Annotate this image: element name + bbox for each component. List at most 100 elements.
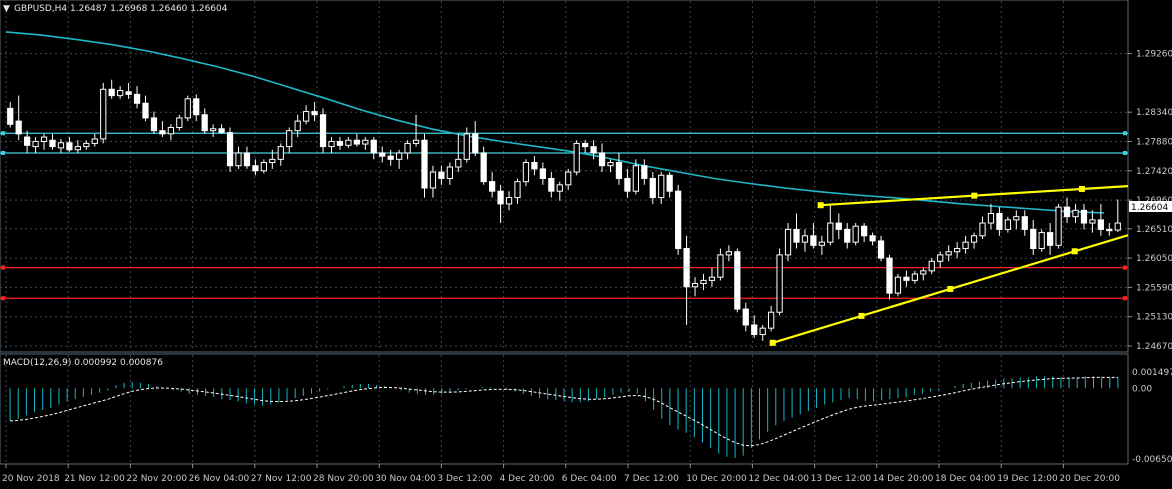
macd-tick-label: -0.006507 — [1132, 455, 1172, 465]
candle-bull — [1114, 222, 1121, 231]
candle-bear — [379, 152, 386, 157]
macd-tick-label: 0.001497 — [1132, 368, 1172, 378]
candle-bear — [835, 222, 842, 230]
candle-bull — [776, 254, 783, 313]
candle-bear — [7, 107, 14, 125]
candle-bear — [489, 181, 496, 192]
candle-bull — [32, 141, 39, 148]
candle-bull — [1004, 219, 1011, 230]
candle-bull — [269, 158, 276, 164]
trendlines[interactable] — [769, 184, 1129, 346]
trendline-handle — [971, 192, 978, 199]
horizontal-levels[interactable] — [0, 131, 1128, 301]
time-axis: 20 Nov 2018 21 Nov 12:00 22 Nov 20:00 26 No… — [2, 464, 1120, 484]
level-handle — [1123, 150, 1127, 155]
macd-header: MACD(12,26,9) 0.000992 0.000876 — [3, 358, 163, 368]
time-tick-label: 27 Nov 12:00 — [251, 474, 312, 484]
time-tick-label: 6 Dec 04:00 — [562, 474, 617, 484]
chevron-down-icon[interactable]: ▼ — [3, 4, 10, 14]
candle-bear — [734, 251, 741, 310]
candle-bear — [150, 117, 158, 132]
moving-average — [5, 31, 1105, 214]
candle-bear — [472, 133, 479, 154]
candle-bear — [49, 139, 56, 148]
candle-bull — [801, 235, 809, 243]
candle-bear — [844, 228, 851, 243]
candle-bull — [632, 165, 639, 192]
candle-bull — [40, 136, 48, 143]
candle-bear — [1021, 216, 1028, 230]
level-handle — [1, 265, 5, 270]
candle-bull — [412, 139, 420, 144]
candle-bull — [184, 98, 191, 119]
candle-bear — [108, 88, 115, 97]
candle-bear — [641, 165, 648, 179]
current-price-label: 1.26604 — [1131, 203, 1168, 213]
candle-bear — [66, 142, 73, 151]
candle-bull — [658, 174, 665, 199]
level-handle — [1123, 265, 1127, 270]
candle-bear — [1097, 219, 1104, 230]
candle-bear — [615, 162, 623, 179]
candle-bull — [277, 146, 284, 160]
candle-bear — [598, 152, 606, 167]
candle-bull — [1013, 216, 1020, 221]
candle-bull — [607, 162, 614, 167]
price-panel[interactable] — [0, 0, 1129, 353]
price-tick-label: 1.26510 — [1136, 225, 1172, 235]
time-tick-label: 20 Dec 20:00 — [1059, 474, 1120, 484]
candle-bear — [201, 114, 208, 132]
candle-bull — [784, 228, 792, 256]
price-axis: 1.292601.283401.278801.274201.269601.265… — [1128, 50, 1172, 352]
trendline-handle — [947, 285, 954, 292]
ma-line — [5, 31, 1105, 214]
candle-bear — [1080, 209, 1088, 224]
candle-bear — [1047, 232, 1054, 246]
time-tick-label: 12 Dec 04:00 — [748, 474, 809, 484]
time-tick-label: 21 Nov 12:00 — [64, 474, 125, 484]
price-tick-label: 1.24670 — [1136, 342, 1172, 352]
time-tick-label: 18 Dec 04:00 — [935, 474, 996, 484]
candle-bear — [624, 177, 631, 192]
candle-bull — [294, 120, 301, 132]
candle-bull — [937, 254, 944, 262]
trendline-handle — [1078, 185, 1085, 192]
time-tick-label: 3 Dec 12:00 — [437, 474, 492, 484]
candle-bull — [100, 88, 107, 140]
macd-panel[interactable] — [0, 353, 1129, 465]
candle-bear — [15, 120, 22, 135]
candle-bull — [235, 152, 242, 167]
candle-bull — [1089, 219, 1096, 224]
candle-bull — [91, 138, 98, 144]
candle-bear — [903, 276, 910, 281]
price-tick-label: 1.27420 — [1136, 167, 1172, 177]
trendline-handle — [858, 312, 865, 319]
candle-bull — [328, 141, 335, 148]
level-handle — [1123, 131, 1127, 136]
time-tick-label: 7 Dec 12:00 — [624, 474, 679, 484]
candle-bull — [717, 254, 724, 278]
candle-bull — [404, 142, 411, 154]
price-tick-label: 1.28340 — [1136, 108, 1172, 118]
candle-bear — [133, 93, 141, 104]
candle-bull — [505, 197, 513, 205]
trendline-handle — [769, 339, 776, 346]
candle-bear — [387, 155, 394, 160]
candle-bear — [319, 114, 327, 148]
macd-signal-line — [10, 376, 1118, 447]
candle-bear — [869, 235, 876, 242]
candle-bear — [539, 168, 546, 179]
time-tick-label: 26 Nov 04:00 — [189, 474, 250, 484]
candle-bull — [759, 327, 766, 336]
candle-bull — [463, 133, 470, 160]
candle-bull — [818, 241, 825, 246]
candle-bear — [742, 308, 749, 326]
candle-bull — [522, 162, 530, 183]
candle-bear — [590, 146, 597, 154]
candle-bear — [649, 177, 656, 199]
time-tick-label: 4 Dec 20:00 — [500, 474, 555, 484]
time-tick-label: 14 Dec 20:00 — [873, 474, 934, 484]
candle-bull — [1038, 232, 1045, 250]
